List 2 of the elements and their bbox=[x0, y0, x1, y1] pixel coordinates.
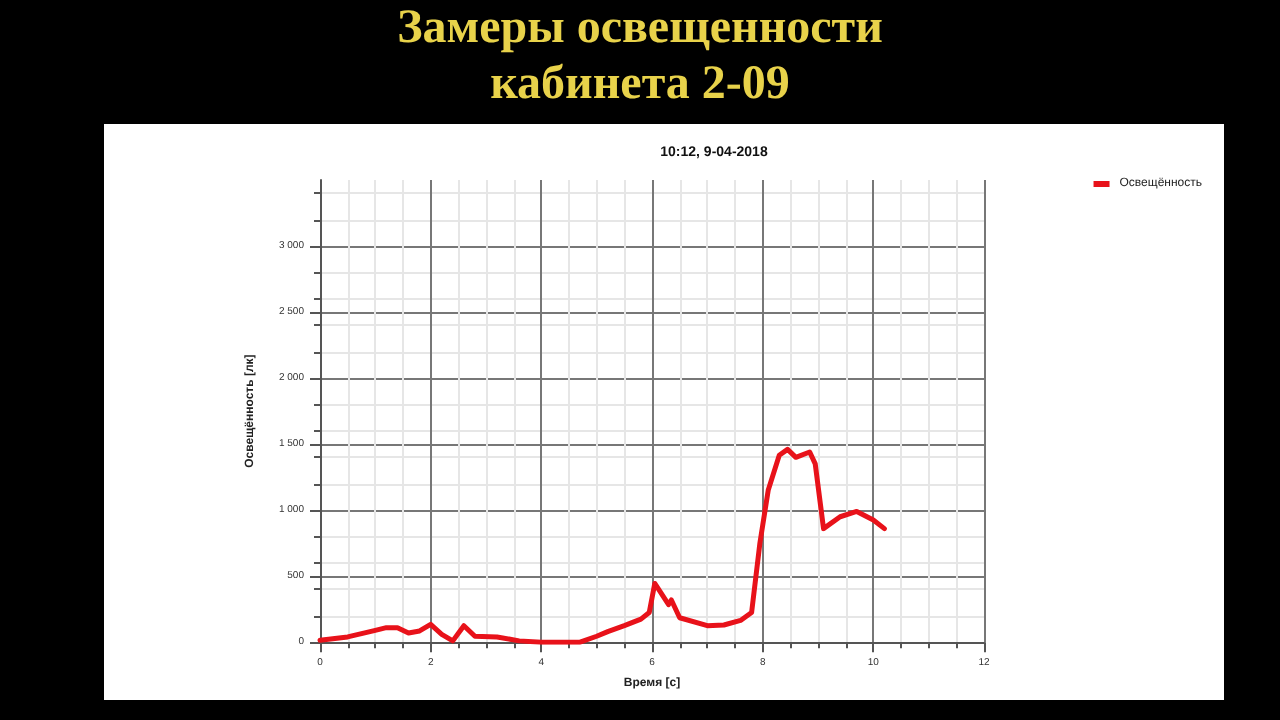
line-series bbox=[317, 446, 887, 645]
chart-title: Замеры освещенности кабинета 2-09 bbox=[395, 0, 885, 112]
